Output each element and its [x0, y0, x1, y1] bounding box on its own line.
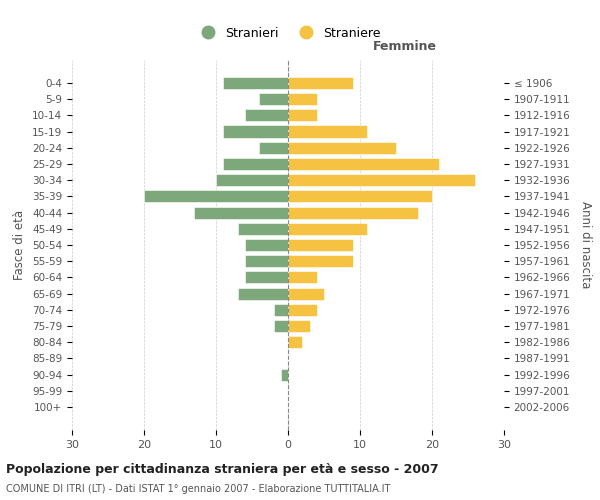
Bar — [216, 174, 288, 186]
Bar — [288, 109, 317, 122]
Bar — [288, 288, 324, 300]
Bar — [288, 174, 475, 186]
Bar — [238, 222, 288, 235]
Text: COMUNE DI ITRI (LT) - Dati ISTAT 1° gennaio 2007 - Elaborazione TUTTITALIA.IT: COMUNE DI ITRI (LT) - Dati ISTAT 1° genn… — [6, 484, 391, 494]
Bar — [288, 272, 317, 283]
Bar — [245, 255, 288, 268]
Bar — [288, 255, 353, 268]
Legend: Stranieri, Straniere: Stranieri, Straniere — [190, 22, 386, 45]
Text: Femmine: Femmine — [373, 40, 437, 52]
Bar — [288, 206, 418, 218]
Bar — [238, 288, 288, 300]
Bar — [274, 320, 288, 332]
Bar — [288, 77, 353, 89]
Bar — [223, 77, 288, 89]
Bar — [259, 142, 288, 154]
Bar — [281, 368, 288, 381]
Text: Popolazione per cittadinanza straniera per età e sesso - 2007: Popolazione per cittadinanza straniera p… — [6, 462, 439, 475]
Bar — [288, 126, 367, 138]
Bar — [288, 304, 317, 316]
Bar — [223, 126, 288, 138]
Y-axis label: Anni di nascita: Anni di nascita — [579, 202, 592, 288]
Bar — [245, 109, 288, 122]
Bar — [288, 158, 439, 170]
Bar — [245, 239, 288, 251]
Bar — [223, 158, 288, 170]
Bar — [288, 93, 317, 105]
Y-axis label: Fasce di età: Fasce di età — [13, 210, 26, 280]
Bar — [245, 272, 288, 283]
Bar — [288, 320, 310, 332]
Bar — [259, 93, 288, 105]
Bar — [144, 190, 288, 202]
Bar — [288, 222, 367, 235]
Bar — [288, 336, 302, 348]
Bar — [288, 190, 432, 202]
Bar — [194, 206, 288, 218]
Bar — [288, 239, 353, 251]
Bar — [288, 142, 396, 154]
Bar — [274, 304, 288, 316]
